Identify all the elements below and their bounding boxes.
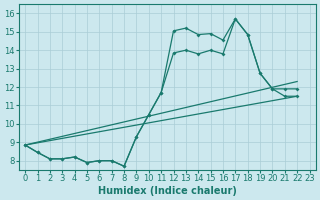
X-axis label: Humidex (Indice chaleur): Humidex (Indice chaleur): [98, 186, 237, 196]
